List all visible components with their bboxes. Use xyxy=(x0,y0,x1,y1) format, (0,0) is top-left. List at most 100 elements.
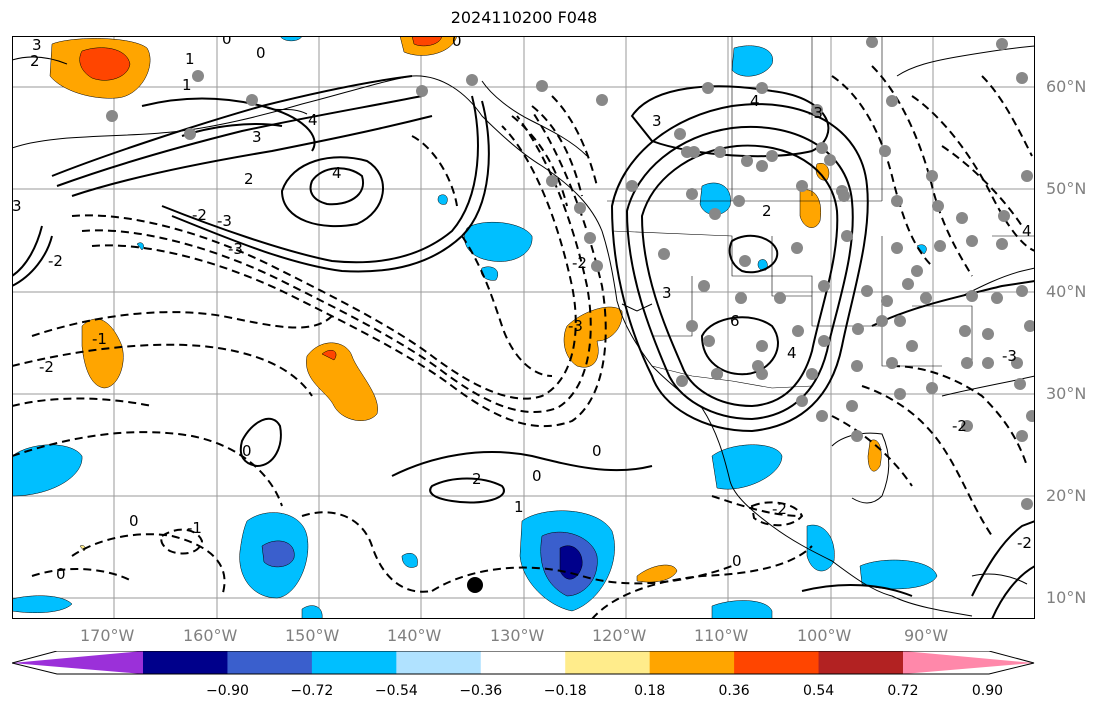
lat-label-30n: 30°N xyxy=(1046,384,1087,403)
anomaly-fills xyxy=(12,36,938,619)
svg-text:6: 6 xyxy=(730,312,740,330)
svg-text:3: 3 xyxy=(12,197,22,215)
colorbar-tick-label: 0.54 xyxy=(802,683,835,699)
colorbar-bins xyxy=(12,651,1034,674)
lat-label-50n: 50°N xyxy=(1046,179,1087,198)
svg-text:3: 3 xyxy=(252,128,262,146)
colorbar xyxy=(12,651,1035,675)
lat-label-10n: 10°N xyxy=(1046,588,1087,607)
svg-text:-2: -2 xyxy=(39,358,54,376)
svg-text:1: 1 xyxy=(182,76,192,94)
storm-marker xyxy=(467,577,483,593)
fill-orange-pacific-west xyxy=(81,318,124,389)
gridlines xyxy=(12,36,1035,619)
svg-text:-2: -2 xyxy=(192,206,207,224)
lon-label-130w: 130°W xyxy=(490,626,545,645)
svg-text:1: 1 xyxy=(185,50,195,68)
svg-text:-1: -1 xyxy=(92,330,107,348)
svg-text:-2: -2 xyxy=(772,500,787,518)
svg-text:0: 0 xyxy=(532,467,542,485)
lon-label-90w: 90°W xyxy=(904,626,949,645)
svg-text:-3: -3 xyxy=(1002,347,1017,365)
fill-red-ne-pacific xyxy=(79,47,131,81)
lon-label-100w: 100°W xyxy=(797,626,852,645)
colorbar-bin xyxy=(143,651,228,674)
fill-blue-canada xyxy=(699,182,731,215)
svg-text:3: 3 xyxy=(652,112,662,130)
contours-negative xyxy=(12,65,1035,619)
colorbar-tick-label: 0.18 xyxy=(634,683,666,699)
contour-labels: 3 2 0 0 1 1 3 4 4 2 0 3 4 -3 2 3 6 4 -2 … xyxy=(12,36,1032,583)
contours-positive xyxy=(12,75,1035,619)
svg-text:1: 1 xyxy=(514,498,524,516)
svg-text:2: 2 xyxy=(762,202,772,220)
colorbar-bin xyxy=(903,651,1034,674)
svg-text:3: 3 xyxy=(662,284,672,302)
fill-orange-gulf xyxy=(799,189,822,228)
svg-text:0: 0 xyxy=(732,552,742,570)
svg-text:0: 0 xyxy=(222,36,232,48)
svg-text:0: 0 xyxy=(56,565,66,583)
svg-text:4: 4 xyxy=(787,344,797,362)
svg-text:2: 2 xyxy=(244,170,254,188)
lon-label-160w: 160°W xyxy=(183,626,238,645)
colorbar-tick-label: −0.18 xyxy=(543,683,587,699)
svg-text:4: 4 xyxy=(750,92,760,110)
coastlines xyxy=(12,45,1035,617)
colorbar-tick-label: 0.90 xyxy=(971,683,1004,699)
svg-text:4: 4 xyxy=(308,111,318,129)
map-frame xyxy=(12,36,1035,619)
svg-text:-3: -3 xyxy=(228,240,243,258)
station-markers xyxy=(106,36,1035,510)
colorbar-tick-label: 0.36 xyxy=(718,683,750,699)
contour-label: 3 xyxy=(32,36,42,54)
colorbar-bin xyxy=(396,651,482,674)
map-title: 2024110200 F048 xyxy=(450,8,598,27)
colorbar-tick-label: −0.36 xyxy=(459,683,503,699)
colorbar-bin xyxy=(311,651,397,674)
colorbar-bin xyxy=(480,651,566,674)
lon-label-170w: 170°W xyxy=(80,626,135,645)
fill-blue-pacific-mid xyxy=(464,222,533,262)
colorbar-bin xyxy=(565,651,651,674)
lat-label-20n: 20°N xyxy=(1046,486,1087,505)
svg-text:0: 0 xyxy=(129,512,139,530)
fill-blue-mexico xyxy=(711,444,783,490)
colorbar-bin xyxy=(12,651,143,674)
map-canvas[interactable]: 3 2 0 0 1 1 3 4 4 2 0 3 4 -3 2 3 6 4 -2 … xyxy=(12,36,1035,619)
lon-label-110w: 110°W xyxy=(694,626,749,645)
svg-text:4: 4 xyxy=(332,164,342,182)
colorbar-bin xyxy=(734,651,820,674)
colorbar-bin xyxy=(649,651,735,674)
svg-text:-1: -1 xyxy=(187,519,202,537)
colorbar-tick-label: −0.54 xyxy=(374,683,418,699)
fill-blue-central-am xyxy=(806,524,835,572)
fill-orange-pacific-center xyxy=(306,342,378,421)
lon-label-140w: 140°W xyxy=(387,626,442,645)
lon-label-150w: 150°W xyxy=(285,626,340,645)
svg-text:2: 2 xyxy=(472,470,482,488)
svg-text:0: 0 xyxy=(242,442,252,460)
map-panel[interactable]: 3 2 0 0 1 1 3 4 4 2 0 3 4 -3 2 3 6 4 -2 … xyxy=(12,36,1035,619)
lon-label-120w: 120°W xyxy=(592,626,647,645)
svg-text:4: 4 xyxy=(1022,222,1032,240)
fill-blue-caribbean xyxy=(859,559,938,590)
svg-text:-3: -3 xyxy=(808,104,823,122)
svg-text:-2: -2 xyxy=(48,252,63,270)
svg-text:2: 2 xyxy=(30,52,40,70)
fill-orange-mex-coast xyxy=(867,439,882,472)
svg-text:-2: -2 xyxy=(952,417,967,435)
svg-text:-2: -2 xyxy=(572,254,587,272)
colorbar-bin xyxy=(227,651,313,674)
colorbar-bin xyxy=(818,651,904,674)
lat-label-40n: 40°N xyxy=(1046,282,1087,301)
colorbar-tick-label: −0.72 xyxy=(290,683,334,699)
lat-label-60n: 60°N xyxy=(1046,77,1087,96)
svg-text:-3: -3 xyxy=(568,317,583,335)
fill-blue-hudson xyxy=(731,45,773,77)
colorbar-tick-label: −0.90 xyxy=(205,683,249,699)
colorbar-tick-label: 0.72 xyxy=(887,683,919,699)
fill-orange-baja xyxy=(563,306,623,368)
svg-text:0: 0 xyxy=(452,36,462,50)
svg-text:0: 0 xyxy=(592,442,602,460)
